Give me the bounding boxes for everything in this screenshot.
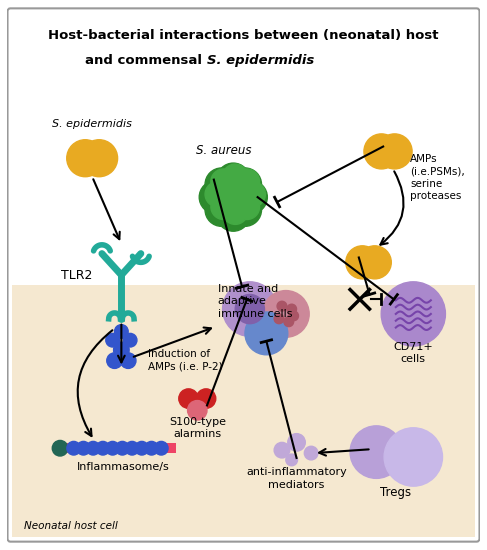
- Circle shape: [217, 180, 250, 214]
- Circle shape: [120, 353, 136, 369]
- Text: Induction of
AMPs (i.e. P-2): Induction of AMPs (i.e. P-2): [148, 349, 222, 372]
- Circle shape: [223, 182, 248, 207]
- Circle shape: [217, 163, 250, 196]
- Circle shape: [358, 246, 391, 279]
- Circle shape: [288, 433, 305, 451]
- Text: and commensal: and commensal: [85, 54, 206, 67]
- Circle shape: [96, 442, 110, 455]
- Circle shape: [304, 446, 318, 460]
- Circle shape: [106, 442, 119, 455]
- Bar: [64, 443, 176, 453]
- Bar: [12, 285, 475, 537]
- Circle shape: [199, 180, 232, 214]
- Text: AMPs
(i.e.PSMs),
serine
proteases: AMPs (i.e.PSMs), serine proteases: [411, 154, 465, 201]
- Bar: [12, 13, 475, 285]
- Circle shape: [145, 442, 158, 455]
- Text: TLR2: TLR2: [61, 268, 93, 282]
- Circle shape: [179, 389, 198, 408]
- Text: anti-inflammatory
mediators: anti-inflammatory mediators: [246, 467, 347, 490]
- Circle shape: [381, 282, 446, 346]
- Text: Innate and
adaptive
immune cells: Innate and adaptive immune cells: [218, 284, 292, 318]
- Circle shape: [286, 454, 298, 466]
- Circle shape: [107, 353, 122, 369]
- Circle shape: [86, 442, 100, 455]
- Text: S. aureus: S. aureus: [196, 144, 251, 157]
- Circle shape: [113, 342, 129, 358]
- Circle shape: [234, 169, 260, 194]
- Circle shape: [115, 442, 129, 455]
- Circle shape: [287, 304, 297, 314]
- Circle shape: [211, 194, 236, 219]
- Circle shape: [125, 442, 139, 455]
- Circle shape: [223, 199, 248, 224]
- Circle shape: [277, 301, 287, 311]
- Circle shape: [234, 180, 267, 214]
- Circle shape: [284, 317, 294, 327]
- Circle shape: [228, 193, 262, 227]
- Circle shape: [205, 193, 238, 227]
- Circle shape: [135, 442, 149, 455]
- Text: CD71+
cells: CD71+ cells: [393, 342, 433, 364]
- Text: Tregs: Tregs: [380, 486, 412, 498]
- Circle shape: [274, 442, 290, 458]
- Circle shape: [223, 164, 248, 189]
- Circle shape: [52, 441, 68, 456]
- Circle shape: [377, 134, 412, 169]
- FancyBboxPatch shape: [7, 8, 480, 542]
- Circle shape: [114, 324, 128, 338]
- Circle shape: [274, 314, 284, 323]
- Circle shape: [67, 140, 104, 177]
- Text: Host-bacterial interactions between (neonatal) host: Host-bacterial interactions between (neo…: [48, 29, 439, 42]
- Circle shape: [228, 168, 262, 201]
- Text: Neonatal host cell: Neonatal host cell: [24, 521, 118, 531]
- Circle shape: [154, 442, 168, 455]
- Circle shape: [205, 168, 238, 201]
- Text: S100-type
alarmins: S100-type alarmins: [169, 416, 226, 439]
- Circle shape: [196, 389, 216, 408]
- Circle shape: [235, 294, 264, 323]
- Circle shape: [211, 169, 236, 194]
- Circle shape: [289, 311, 299, 321]
- Circle shape: [217, 198, 250, 231]
- Circle shape: [384, 428, 443, 486]
- Circle shape: [81, 140, 117, 177]
- Circle shape: [205, 182, 230, 207]
- Text: Inflammasome/s: Inflammasome/s: [77, 461, 169, 472]
- Circle shape: [240, 182, 265, 207]
- Circle shape: [245, 312, 288, 355]
- Circle shape: [234, 194, 260, 219]
- Circle shape: [187, 400, 207, 420]
- Circle shape: [76, 442, 90, 455]
- Text: S. epidermidis: S. epidermidis: [52, 119, 132, 129]
- Text: S. epidermidis: S. epidermidis: [206, 54, 314, 67]
- Circle shape: [123, 333, 137, 347]
- Circle shape: [364, 134, 399, 169]
- Circle shape: [223, 282, 277, 336]
- Circle shape: [346, 246, 379, 279]
- Circle shape: [262, 290, 309, 337]
- Circle shape: [350, 426, 403, 478]
- Circle shape: [67, 442, 80, 455]
- Circle shape: [106, 333, 119, 347]
